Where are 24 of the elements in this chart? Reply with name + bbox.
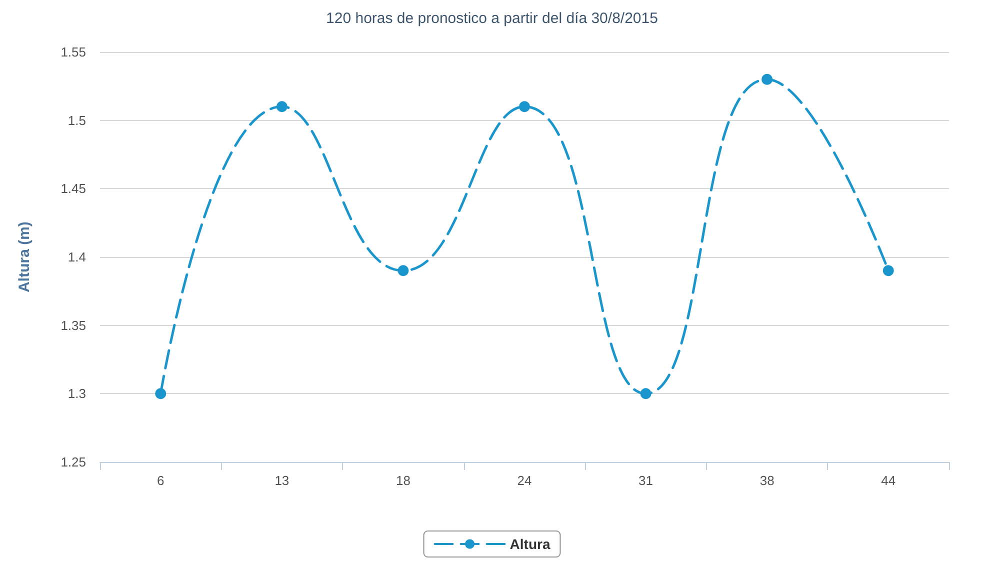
point [640, 388, 652, 400]
point [276, 101, 288, 112]
point [762, 74, 773, 85]
point [882, 265, 894, 276]
x-tick-label: 24 [517, 473, 532, 488]
point [398, 265, 409, 276]
x-tick-label: 13 [274, 473, 290, 488]
point [155, 388, 166, 400]
x-tick-label: 44 [881, 473, 896, 488]
chart-title: 120 horas de pronostico a partir del día 30/8/2015 [326, 10, 658, 27]
y-tick-label: 1.25 [60, 454, 86, 470]
point [519, 101, 530, 112]
x-tick-label: 6 [157, 473, 164, 488]
y-tick-label: 1.3 [68, 386, 86, 402]
y-tick-label: 1.55 [60, 44, 86, 60]
y-tick-label: 1.4 [68, 250, 86, 264]
legend-label: Altura [510, 536, 550, 552]
y-axis-title: Altura (m) [16, 222, 33, 292]
x-tick-label: 18 [396, 473, 410, 488]
y-tick-label: 1.5 [68, 112, 86, 128]
y-tick-label: 1.45 [60, 181, 86, 196]
x-tick-label: 31 [638, 473, 654, 488]
x-tick-label: 38 [760, 473, 774, 488]
y-tick-label: 1.35 [60, 318, 86, 333]
